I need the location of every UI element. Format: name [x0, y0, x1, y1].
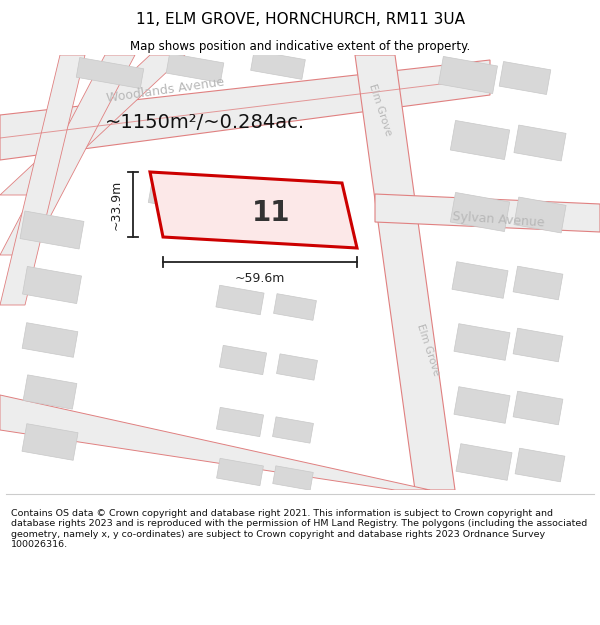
Polygon shape	[76, 58, 144, 89]
Polygon shape	[277, 354, 317, 380]
Polygon shape	[0, 60, 490, 160]
Polygon shape	[148, 179, 202, 211]
Polygon shape	[355, 55, 455, 490]
Polygon shape	[439, 56, 497, 94]
Polygon shape	[513, 391, 563, 425]
Polygon shape	[23, 375, 77, 409]
Polygon shape	[274, 294, 316, 321]
Polygon shape	[217, 176, 263, 204]
Polygon shape	[451, 121, 509, 159]
Polygon shape	[513, 328, 563, 362]
Polygon shape	[515, 448, 565, 482]
Polygon shape	[0, 55, 185, 195]
Polygon shape	[20, 211, 84, 249]
Polygon shape	[272, 417, 313, 443]
Polygon shape	[22, 266, 82, 304]
Polygon shape	[273, 466, 313, 490]
Text: Elm Grove: Elm Grove	[415, 322, 441, 378]
Text: ~59.6m: ~59.6m	[235, 271, 285, 284]
Polygon shape	[251, 51, 305, 79]
Text: ~33.9m: ~33.9m	[110, 179, 122, 229]
Text: Woodlands Avenue: Woodlands Avenue	[105, 75, 225, 105]
Polygon shape	[217, 458, 263, 486]
Text: Contains OS data © Crown copyright and database right 2021. This information is : Contains OS data © Crown copyright and d…	[11, 509, 587, 549]
Polygon shape	[216, 285, 264, 315]
Polygon shape	[166, 53, 224, 82]
Polygon shape	[22, 322, 78, 357]
Text: 11, ELM GROVE, HORNCHURCH, RM11 3UA: 11, ELM GROVE, HORNCHURCH, RM11 3UA	[136, 12, 464, 27]
Polygon shape	[456, 444, 512, 480]
Polygon shape	[0, 55, 85, 305]
Polygon shape	[0, 55, 135, 255]
Text: ~1150m²/~0.284ac.: ~1150m²/~0.284ac.	[105, 112, 305, 131]
Text: Map shows position and indicative extent of the property.: Map shows position and indicative extent…	[130, 39, 470, 52]
Polygon shape	[499, 61, 551, 94]
Polygon shape	[513, 266, 563, 300]
Text: Sylvan Avenue: Sylvan Avenue	[452, 210, 544, 230]
Polygon shape	[514, 125, 566, 161]
Polygon shape	[220, 346, 266, 374]
Text: Elm Grove: Elm Grove	[367, 82, 393, 138]
Polygon shape	[452, 262, 508, 298]
Polygon shape	[22, 424, 78, 460]
Polygon shape	[0, 395, 430, 490]
Polygon shape	[451, 192, 509, 231]
Polygon shape	[454, 387, 510, 423]
Text: 11: 11	[252, 199, 290, 227]
Polygon shape	[375, 194, 600, 232]
Polygon shape	[454, 324, 510, 360]
Polygon shape	[150, 172, 357, 248]
Polygon shape	[217, 408, 263, 437]
Polygon shape	[514, 197, 566, 233]
